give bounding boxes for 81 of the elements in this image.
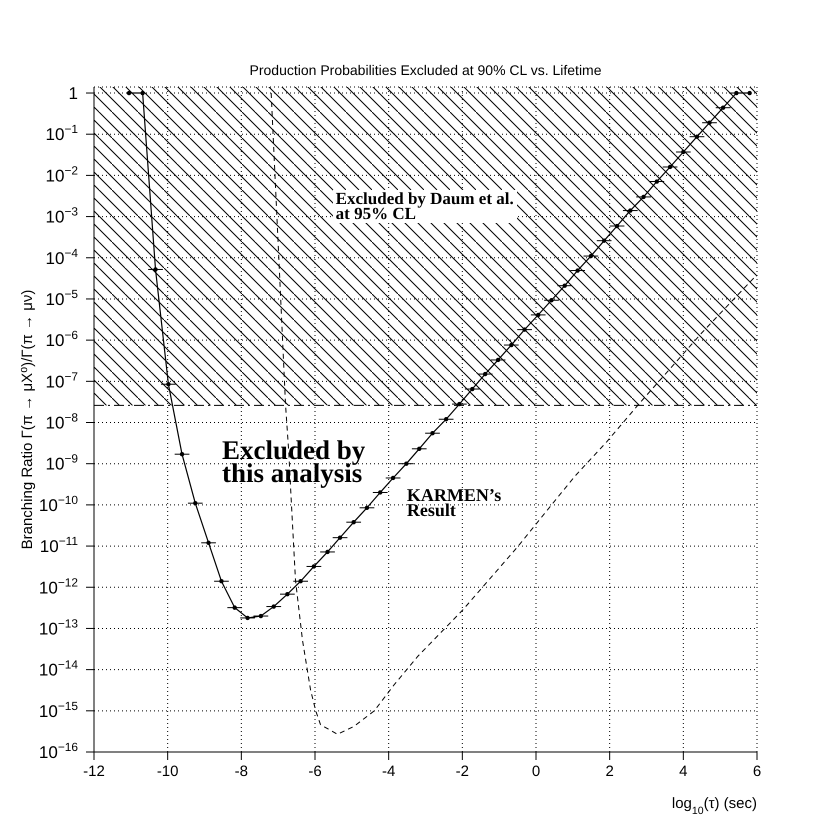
point	[245, 616, 250, 620]
point	[536, 312, 540, 318]
y-tick-label: 10$^{−2}$	[46, 163, 78, 186]
point	[522, 327, 527, 332]
annotation: Excluded by Daum et al. at 95% CL	[332, 189, 517, 223]
point	[549, 298, 554, 302]
point	[325, 550, 330, 554]
point	[654, 179, 660, 184]
x-tick-label: -8	[234, 763, 248, 780]
point	[562, 283, 567, 288]
point	[140, 90, 145, 96]
x-tick-label: -4	[382, 763, 396, 780]
point	[482, 372, 488, 376]
point	[206, 540, 211, 546]
point	[351, 520, 356, 524]
x-tick-label: -12	[83, 763, 105, 780]
y-tick-label: 10$^{−8}$	[46, 410, 78, 433]
y-tick-label: 10$^{−7}$	[46, 369, 78, 392]
point	[272, 604, 276, 609]
point	[404, 461, 409, 466]
point	[457, 402, 462, 406]
point	[470, 386, 474, 392]
point	[126, 90, 132, 96]
point	[390, 476, 396, 480]
x-tick-label: 4	[679, 763, 688, 780]
x-tick-label: 2	[605, 763, 614, 780]
point	[430, 431, 435, 436]
y-tick-label: 10$^{−14}$	[38, 658, 78, 680]
point	[496, 358, 500, 362]
annotation: KARMEN’s Result	[406, 484, 502, 520]
y-axis-title: Branching Ratio Γ(π → μX⁰)/Γ(π → μν)	[19, 290, 36, 550]
point	[668, 164, 672, 170]
point	[720, 106, 726, 110]
y-tick-label: 10$^{−4}$	[46, 246, 78, 268]
point	[694, 134, 700, 139]
point	[298, 579, 303, 584]
point	[232, 605, 237, 610]
annotation: Excluded by this analysis	[222, 435, 366, 488]
chart-title: Production Probabilities Excluded at 90% CL vs. Lifetime	[248, 62, 602, 78]
point	[641, 194, 646, 200]
y-tick-label: 10$^{−13}$	[38, 616, 78, 638]
point	[219, 579, 224, 584]
point	[312, 564, 316, 569]
point	[628, 208, 632, 213]
y-tick-label: 10$^{−1}$	[46, 122, 78, 144]
point	[180, 452, 184, 456]
point	[378, 490, 382, 495]
point	[338, 535, 342, 540]
y-tick-label: 10$^{−11}$	[40, 534, 78, 556]
point	[747, 90, 752, 96]
point	[444, 417, 448, 422]
point	[588, 254, 594, 258]
point	[193, 500, 198, 506]
y-tick-label: 10$^{−3}$	[46, 204, 78, 227]
y-tick-label: 10$^{−6}$	[46, 328, 78, 350]
point	[602, 238, 606, 243]
point	[364, 506, 370, 510]
y-tick-label: 10$^{−16}$	[38, 740, 78, 762]
point	[509, 342, 514, 348]
y-tick-label: 10$^{−10}$	[38, 492, 78, 515]
x-tick-label: 6	[752, 763, 762, 780]
point	[734, 90, 739, 96]
point	[153, 267, 158, 272]
x-tick-label: -6	[308, 763, 322, 780]
y-tick-label: 10$^{−9}$	[46, 452, 78, 474]
point	[285, 592, 290, 596]
x-tick-label: -2	[456, 763, 470, 780]
point	[575, 268, 580, 273]
y-tick-label: 10$^{−15}$	[38, 698, 78, 721]
x-tick-label: 0	[532, 763, 540, 780]
y-tick-label: 10$^{−5}$	[46, 286, 78, 309]
point	[681, 150, 686, 154]
point	[258, 614, 264, 618]
y-tick-label: 10$^{−12}$	[38, 575, 78, 598]
x-tick-label: -10	[156, 763, 179, 780]
point	[166, 382, 171, 386]
y-tick-label: 1	[68, 84, 78, 104]
point	[417, 446, 422, 451]
point	[614, 224, 620, 228]
point	[707, 120, 712, 125]
x-axis-title: log$_{10}$(τ) (sec)	[672, 795, 757, 817]
